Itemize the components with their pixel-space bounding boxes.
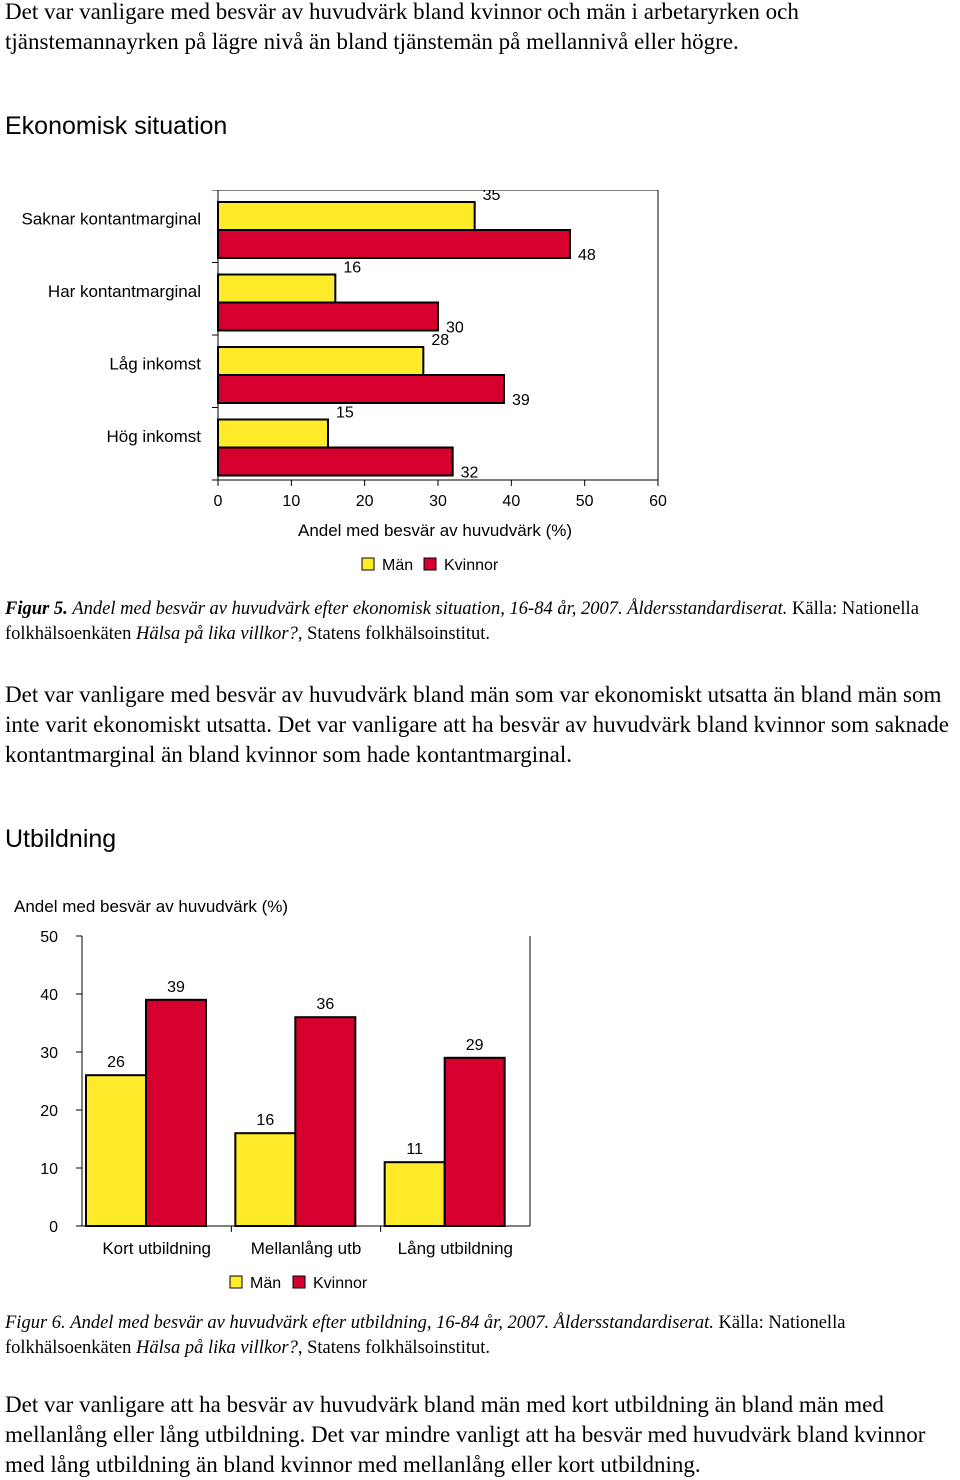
legend-swatch-man — [229, 1275, 243, 1289]
figure5-chart: Saknar kontantmarginal 35 48 Har kontantmar… — [21, 190, 667, 574]
category-label: Saknar kontantmarginal — [21, 209, 201, 228]
figure6-caption: Figur 6. Andel med besvär av huvudvärk e… — [5, 1311, 960, 1361]
y-tick-label: 50 — [40, 929, 58, 946]
legend-swatch-kvinnor — [423, 557, 437, 571]
data-label: 35 — [483, 190, 501, 204]
bar-kvinnor — [217, 229, 571, 259]
category-label: Hög inkomst — [107, 427, 202, 446]
chart1-group: Saknar kontantmarginal 35 48 Har kontantmar… — [21, 190, 667, 574]
bar-kvinnor — [217, 374, 505, 404]
data-label: 32 — [461, 465, 479, 482]
section-heading-ekonomisk: Ekonomisk situation — [5, 112, 228, 140]
category-label: Har kontantmarginal — [48, 282, 201, 301]
bar-man — [217, 346, 425, 376]
chart2-group: Andel med besvär av huvudvärk (%) 0 10 20 30… — [14, 897, 531, 1292]
y-tick-label: 30 — [40, 1045, 58, 1062]
x-tick-label: 50 — [576, 493, 594, 510]
data-label: 30 — [446, 320, 464, 337]
bar-man — [217, 201, 476, 231]
figure6-source-italic: Hälsa på lika villkor? — [136, 1338, 298, 1358]
legend-label-kvinnor: Kvinnor — [444, 557, 499, 574]
bar-kvinnor — [217, 301, 439, 332]
legend-label-kvinnor: Kvinnor — [313, 1275, 368, 1292]
legend-label-man: Män — [382, 557, 413, 574]
data-label: 39 — [167, 979, 185, 996]
data-label: 26 — [107, 1054, 125, 1071]
legend-swatch-man — [361, 557, 375, 571]
bar-kvinnor — [145, 998, 207, 1227]
y-tick-label: 20 — [40, 1103, 58, 1120]
y-tick-label: 40 — [40, 987, 58, 1004]
bar-man — [217, 418, 329, 449]
figure5-title: Andel med besvär av huvudvärk efter ekon… — [72, 599, 788, 619]
category-label: Mellanlång utb — [251, 1239, 362, 1258]
figure6-source-prefix: Källa: Nationella folkhälsoenkäten — [5, 1313, 846, 1358]
x-tick-label: 0 — [214, 493, 223, 510]
bar-man — [234, 1132, 297, 1227]
data-label: 36 — [316, 996, 334, 1013]
x-tick-label: 30 — [429, 493, 447, 510]
data-label: 11 — [406, 1141, 423, 1158]
figure6-label: Figur 6. — [5, 1313, 66, 1333]
figure6-chart: Andel med besvär av huvudvärk (%) 0 10 20 30… — [14, 897, 531, 1292]
data-label: 16 — [343, 260, 361, 277]
x-tick-label: 40 — [502, 493, 520, 510]
y-axis-title: Andel med besvär av huvudvärk (%) — [14, 897, 288, 916]
figure5-source-italic: Hälsa på lika villkor? — [136, 624, 298, 644]
y-tick-label: 10 — [40, 1161, 58, 1178]
category-label: Lång utbildning — [398, 1239, 513, 1258]
section-heading-utbildning: Utbildning — [5, 825, 117, 853]
x-tick-label: 60 — [649, 493, 667, 510]
bar-man — [383, 1161, 446, 1228]
category-label: Kort utbildning — [102, 1239, 211, 1258]
data-label: 39 — [512, 392, 530, 409]
bar-man — [217, 273, 337, 304]
y-tick-label: 0 — [49, 1219, 58, 1236]
data-label: 15 — [336, 405, 354, 422]
paragraph-3: Det var vanligare att ha besvär av huvud… — [5, 1392, 926, 1477]
x-tick-label: 20 — [356, 493, 374, 510]
data-label: 29 — [466, 1037, 484, 1054]
data-label: 16 — [256, 1112, 274, 1129]
bar-man — [85, 1074, 147, 1227]
figure5-source-prefix: Källa: Nationella folkhälsoenkäten — [5, 599, 919, 644]
bar-kvinnor — [443, 1056, 506, 1227]
figure6-title: Andel med besvär av huvudvärk efter utbi… — [70, 1313, 714, 1333]
figure5-caption: Figur 5. Andel med besvär av huvudvärk e… — [5, 597, 960, 647]
figure6-source-suffix: , Statens folkhälsoinstitut. — [297, 1338, 491, 1358]
figure5-label: Figur 5. — [5, 599, 68, 619]
legend-swatch-kvinnor — [292, 1275, 306, 1289]
bar-kvinnor — [217, 446, 454, 477]
figure5-source-suffix: , Statens folkhälsoinstitut. — [297, 624, 491, 644]
bar-kvinnor — [294, 1016, 357, 1227]
intro-paragraph: Det var vanligare med besvär av huvudvär… — [5, 0, 799, 54]
category-label: Låg inkomst — [109, 354, 201, 373]
data-label: 48 — [578, 247, 596, 264]
legend-label-man: Män — [250, 1275, 281, 1292]
paragraph-2: Det var vanligare med besvär av huvudvär… — [5, 682, 950, 767]
x-tick-label: 10 — [282, 493, 300, 510]
x-axis-title: Andel med besvär av huvudvärk (%) — [298, 521, 572, 540]
data-label: 28 — [431, 332, 449, 349]
